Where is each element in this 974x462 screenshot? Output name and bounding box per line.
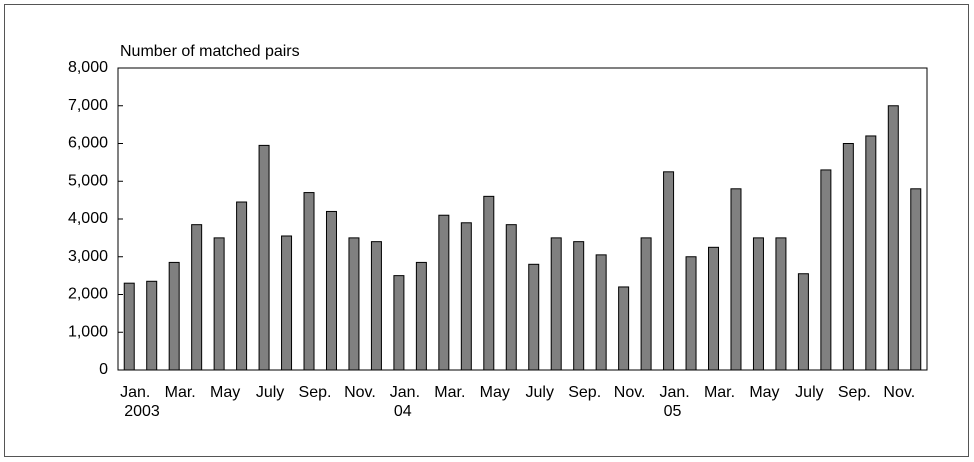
bar xyxy=(213,237,225,371)
bar xyxy=(887,105,899,371)
x-year-label: 2003 xyxy=(124,403,160,420)
y-tick-label: 0 xyxy=(99,361,108,378)
bar xyxy=(393,275,405,371)
y-tick-label: 4,000 xyxy=(68,210,108,227)
bar xyxy=(595,254,607,371)
bar xyxy=(348,237,360,371)
x-tick-label: Mar. xyxy=(165,384,196,401)
x-tick-label: Jan. xyxy=(120,384,150,401)
bar xyxy=(415,261,427,371)
bar xyxy=(483,195,495,371)
bar xyxy=(842,143,854,371)
bar xyxy=(573,241,585,371)
bar xyxy=(281,235,293,371)
x-tick-label: Jan. xyxy=(390,384,420,401)
x-tick-label: July xyxy=(795,384,823,401)
bar xyxy=(370,241,382,371)
bar xyxy=(550,237,562,371)
bar xyxy=(797,273,809,371)
x-tick-label: July xyxy=(526,384,554,401)
bar xyxy=(168,261,180,371)
bar xyxy=(303,192,315,371)
x-year-label: 04 xyxy=(394,403,412,420)
bar xyxy=(775,237,787,371)
x-tick-label: Mar. xyxy=(704,384,735,401)
y-tick-label: 2,000 xyxy=(68,286,108,303)
y-tick-label: 1,000 xyxy=(68,323,108,340)
bar xyxy=(236,201,248,371)
bar xyxy=(528,263,540,371)
y-tick-label: 5,000 xyxy=(68,172,108,189)
y-tick-label: 6,000 xyxy=(68,135,108,152)
x-tick-label: May xyxy=(480,384,510,401)
x-tick-label: May xyxy=(749,384,779,401)
bar xyxy=(325,210,337,371)
bar xyxy=(865,135,877,371)
x-tick-label: Nov. xyxy=(344,384,376,401)
bar xyxy=(191,224,203,371)
x-tick-label: May xyxy=(210,384,240,401)
bar xyxy=(146,280,158,371)
bar xyxy=(730,188,742,371)
x-tick-label: Nov. xyxy=(883,384,915,401)
x-tick-label: Sep. xyxy=(299,384,332,401)
bar xyxy=(123,282,135,371)
x-tick-label: Sep. xyxy=(568,384,601,401)
y-tick-label: 3,000 xyxy=(68,248,108,265)
bar xyxy=(438,214,450,371)
bar xyxy=(460,222,472,371)
bar xyxy=(640,237,652,371)
bar xyxy=(752,237,764,371)
bar xyxy=(910,188,922,371)
bar xyxy=(685,256,697,371)
x-tick-label: July xyxy=(256,384,284,401)
x-tick-label: Mar. xyxy=(434,384,465,401)
x-year-label: 05 xyxy=(664,403,682,420)
frame xyxy=(4,4,969,457)
bar xyxy=(258,144,270,371)
bar xyxy=(820,169,832,371)
x-tick-label: Nov. xyxy=(614,384,646,401)
bar xyxy=(618,286,630,371)
y-axis-label: Number of matched pairs xyxy=(120,43,300,60)
bar xyxy=(708,246,720,371)
x-tick-label: Sep. xyxy=(838,384,871,401)
y-tick-label: 7,000 xyxy=(68,97,108,114)
x-tick-label: Jan. xyxy=(659,384,689,401)
bar xyxy=(505,224,517,371)
y-tick-label: 8,000 xyxy=(68,59,108,76)
bar xyxy=(663,171,675,371)
